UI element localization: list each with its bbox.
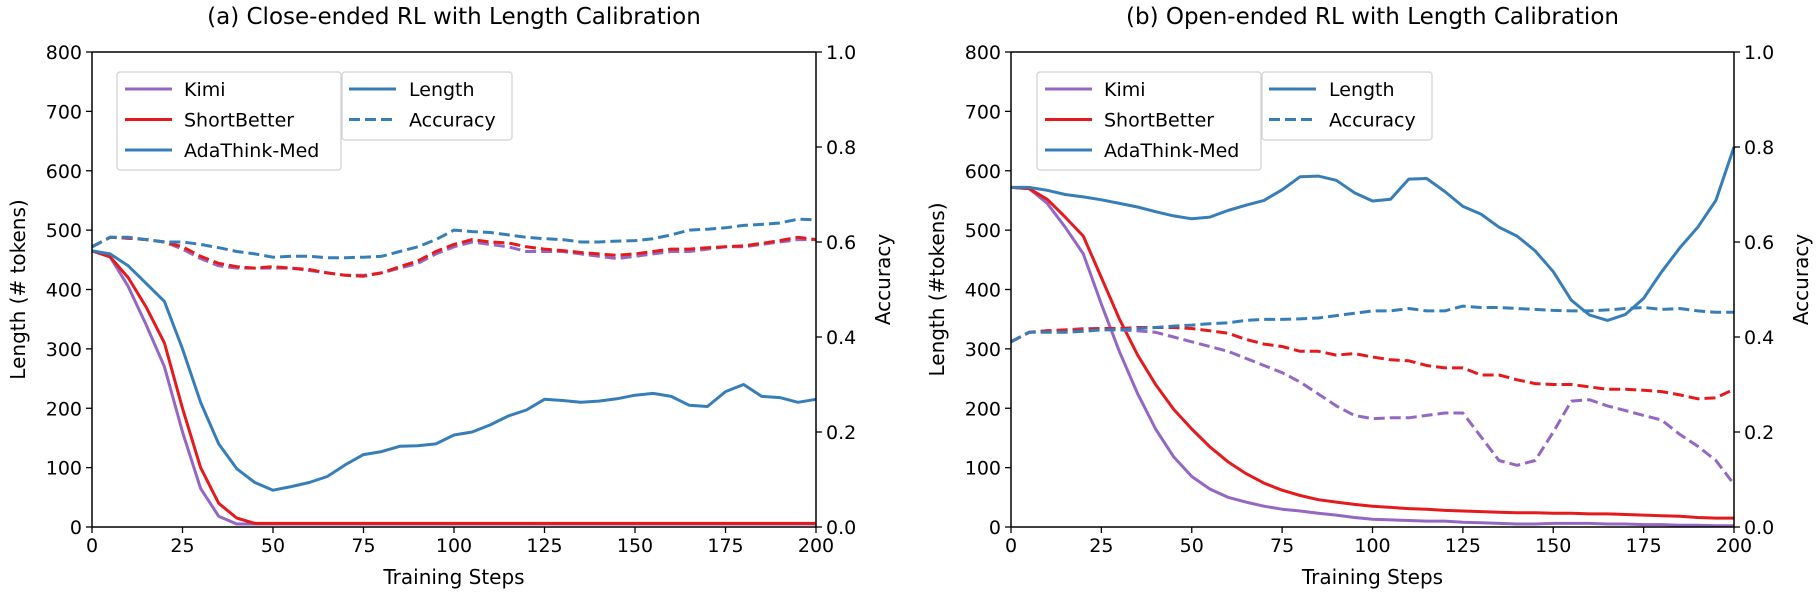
x-tick-label: 200 xyxy=(1716,535,1752,557)
series-group xyxy=(91,217,817,526)
y2-tick-label: 0.8 xyxy=(1744,137,1774,159)
legend-label: Accuracy xyxy=(409,110,496,132)
y-tick-label: 0 xyxy=(70,517,82,539)
y-tick-label: 500 xyxy=(965,220,1001,242)
y2-tick-label: 1.0 xyxy=(826,42,856,64)
y-axis-label: Length (# tokens) xyxy=(6,199,30,379)
y-tick-label: 100 xyxy=(46,458,82,480)
y2-tick-label: 0.2 xyxy=(1744,422,1774,444)
y-tick-label: 500 xyxy=(46,220,82,242)
legend-styles: Length Accuracy xyxy=(1261,71,1433,141)
legend-methods: Kimi ShortBetter AdaThink-Med xyxy=(1036,71,1262,171)
x-tick-label: 200 xyxy=(798,535,834,557)
x-tick-label: 175 xyxy=(1625,535,1661,557)
kimi-length-line xyxy=(1010,185,1734,528)
x-tick-label: 125 xyxy=(526,535,562,557)
y2-tick-label: 0.6 xyxy=(826,232,856,254)
chart-title: (a) Close-ended RL with Length Calibrati… xyxy=(207,4,701,30)
x-tick-label: 50 xyxy=(1180,535,1204,557)
y-tick-label: 100 xyxy=(965,458,1001,480)
adathink-med-accuracy-line xyxy=(1010,304,1734,344)
y-axis-label: Length (#tokens) xyxy=(925,202,949,376)
adathink-med-accuracy-line xyxy=(91,217,817,260)
shortbetter-accuracy-line xyxy=(1010,326,1735,401)
legend-box xyxy=(116,71,342,171)
y-tick-label: 300 xyxy=(46,339,82,361)
y-tick-label: 400 xyxy=(46,280,82,302)
y2-axis-label: Accuracy xyxy=(871,234,895,325)
legend-label: Length xyxy=(1329,79,1395,101)
x-tick-label: 50 xyxy=(261,535,285,557)
adathink-med-length-line xyxy=(91,249,817,492)
y-tick-label: 700 xyxy=(965,101,1001,123)
panel-a: (a) Close-ended RL with Length Calibrati… xyxy=(6,4,895,589)
y2-tick-label: 0.8 xyxy=(826,137,856,159)
legend-label: AdaThink-Med xyxy=(1104,140,1239,162)
shortbetter-accuracy-line xyxy=(91,235,817,278)
y-tick-label: 800 xyxy=(46,42,82,64)
y2-tick-label: 0.0 xyxy=(826,517,856,539)
kimi-length-line xyxy=(91,249,816,526)
x-tick-label: 75 xyxy=(351,535,375,557)
x-tick-label: 100 xyxy=(1354,535,1390,557)
y2-axis-label: Accuracy xyxy=(1789,234,1813,325)
shortbetter-length-line xyxy=(91,249,816,525)
x-axis-label: Training Steps xyxy=(382,565,524,589)
y-tick-label: 600 xyxy=(965,161,1001,183)
shortbetter-length-line xyxy=(1010,185,1734,520)
x-tick-label: 25 xyxy=(170,535,194,557)
y-tick-label: 200 xyxy=(46,398,82,420)
x-tick-label: 0 xyxy=(1005,535,1017,557)
legend-box xyxy=(1036,71,1262,171)
legend-label: AdaThink-Med xyxy=(184,140,319,162)
y2-tick-label: 0.6 xyxy=(1744,232,1774,254)
x-tick-label: 150 xyxy=(1535,535,1571,557)
y-tick-label: 300 xyxy=(965,339,1001,361)
kimi-accuracy-line xyxy=(91,235,816,277)
legend-methods: Kimi ShortBetter AdaThink-Med xyxy=(116,71,342,171)
y-tick-label: 200 xyxy=(965,398,1001,420)
x-tick-label: 175 xyxy=(707,535,743,557)
x-tick-label: 75 xyxy=(1270,535,1294,557)
legend-label: Accuracy xyxy=(1329,110,1416,132)
legend-label: Kimi xyxy=(1104,79,1146,101)
legend-label: ShortBetter xyxy=(184,110,294,132)
adathink-med-length-line xyxy=(1011,146,1736,322)
y-tick-label: 700 xyxy=(46,101,82,123)
y-tick-label: 800 xyxy=(965,42,1001,64)
y-tick-label: 400 xyxy=(965,280,1001,302)
chart-title: (b) Open-ended RL with Length Calibratio… xyxy=(1126,4,1619,30)
y2-tick-label: 0.4 xyxy=(826,327,856,349)
y2-tick-label: 0.0 xyxy=(1744,517,1774,539)
x-tick-label: 150 xyxy=(617,535,653,557)
x-tick-label: 0 xyxy=(86,535,98,557)
legend-styles: Length Accuracy xyxy=(341,71,513,141)
legend-label: ShortBetter xyxy=(1104,110,1214,132)
x-tick-label: 125 xyxy=(1445,535,1481,557)
y-tick-label: 0 xyxy=(989,517,1001,539)
legend-label: Kimi xyxy=(184,79,226,101)
x-tick-label: 25 xyxy=(1089,535,1113,557)
panel-b: (b) Open-ended RL with Length Calibratio… xyxy=(925,4,1813,589)
y2-tick-label: 0.2 xyxy=(826,422,856,444)
y2-tick-label: 1.0 xyxy=(1744,42,1774,64)
series-group xyxy=(1010,146,1736,528)
y-tick-label: 600 xyxy=(46,161,82,183)
legend-label: Length xyxy=(409,79,475,101)
x-axis-label: Training Steps xyxy=(1301,565,1443,589)
y2-tick-label: 0.4 xyxy=(1744,327,1774,349)
x-tick-label: 100 xyxy=(436,535,472,557)
